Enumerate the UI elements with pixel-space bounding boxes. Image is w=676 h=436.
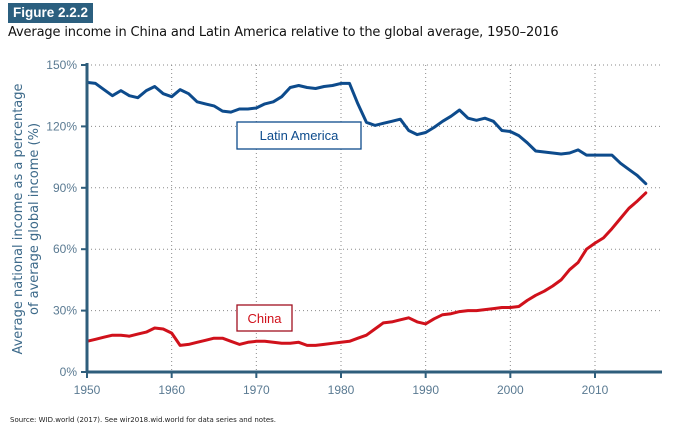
x-tick-label: 2000 [497, 383, 524, 397]
chart-title: Average income in China and Latin Americ… [8, 25, 559, 40]
series-layer [85, 80, 648, 347]
china-label: China [236, 304, 293, 332]
grid-layer [87, 64, 662, 372]
x-tick-label: 1990 [412, 383, 439, 397]
china-line [85, 191, 648, 347]
latin-america-label: Latin America [236, 121, 362, 150]
y-tick-label: 120% [46, 119, 77, 133]
y-axis-label-line-1: Average national income as a percentage [11, 83, 26, 354]
y-tick-label: 30% [53, 304, 77, 318]
y-tick-label: 60% [53, 242, 77, 256]
figure-number-badge: Figure 2.2.2 [8, 3, 94, 23]
x-tick-label: 2010 [582, 383, 609, 397]
x-tick-label: 1980 [328, 383, 355, 397]
y-axis-label: Average national income as a percentage … [11, 83, 42, 354]
x-axis-ticks: 1950 1960 1970 1980 1990 2000 2010 [74, 372, 609, 397]
source-note: Source: WID.world (2017). See wir2018.wi… [10, 416, 276, 424]
y-axis-ticks: 0% 30% 60% 90% 120% 150% [46, 58, 87, 379]
y-tick-label: 150% [46, 58, 77, 72]
china-label-box [236, 304, 293, 332]
x-tick-label: 1970 [243, 383, 270, 397]
china-label-text: China [248, 311, 283, 326]
latin-america-label-box [236, 121, 362, 150]
x-tick-label: 1960 [158, 383, 185, 397]
y-tick-label: 90% [53, 181, 77, 195]
latin-america-label-text: Latin America [260, 128, 340, 143]
x-tick-label: 1950 [74, 383, 101, 397]
y-axis-label-line-2: of average global income (%) [27, 123, 42, 315]
y-tick-label: 0% [60, 365, 78, 379]
latin-america-line [85, 80, 648, 186]
